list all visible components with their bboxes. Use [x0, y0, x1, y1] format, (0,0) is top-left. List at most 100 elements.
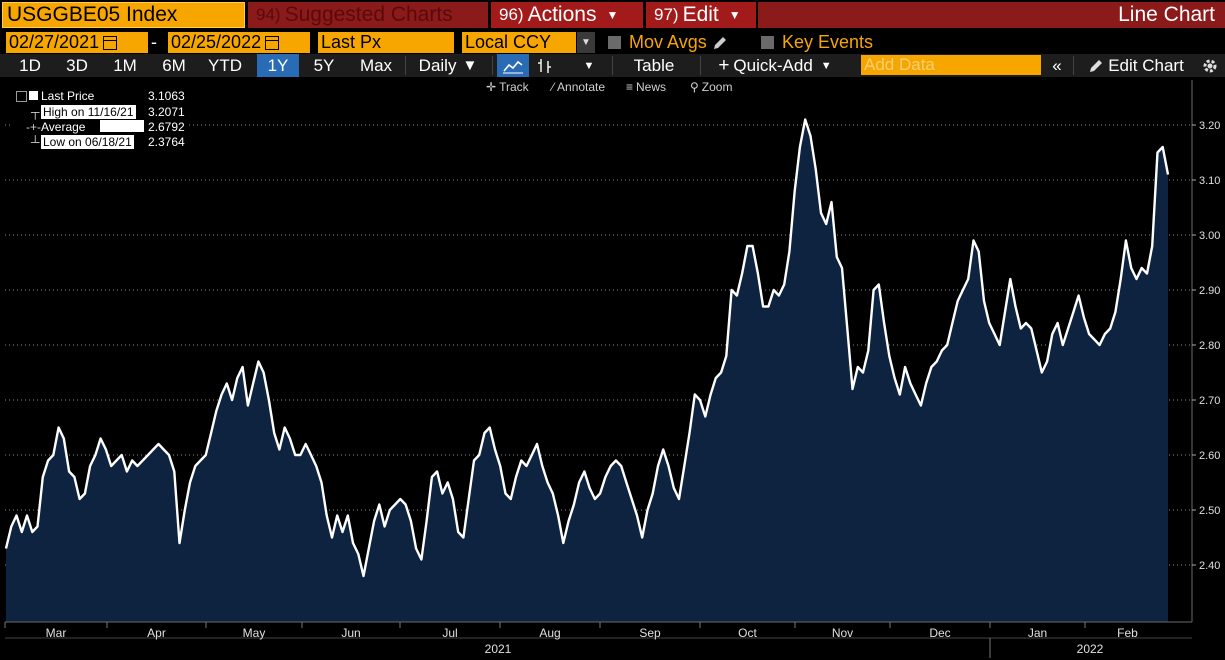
range-max-button[interactable]: Max — [352, 54, 400, 77]
currency-selector[interactable]: Local CCY — [462, 32, 576, 53]
pencil-icon[interactable] — [711, 34, 729, 52]
key-events-checkbox[interactable] — [761, 36, 774, 49]
legend-average-label: Average — [41, 119, 86, 134]
y-tick-label: 2.50 — [1199, 505, 1220, 517]
chart-type-dropdown[interactable]: ▼ — [576, 54, 602, 77]
crosshair-icon: ✛ — [486, 80, 497, 94]
legend-average-value: 2.6792 — [148, 119, 185, 134]
range-6m-button[interactable]: 6M — [154, 54, 194, 77]
legend-average-bar — [100, 120, 144, 132]
legend-swatch — [29, 91, 38, 100]
actions-number: 96) — [499, 5, 524, 24]
collapse-icon[interactable]: « — [1052, 55, 1062, 75]
zoom-label: Zoom — [701, 80, 733, 94]
date-toolbar: 02/27/2021 - 02/25/2022 Last Px Local CC… — [0, 31, 1225, 53]
bar-chart-icon[interactable] — [532, 54, 558, 77]
zoom-icon: ⚲ — [690, 80, 699, 94]
actions-menu[interactable]: 96) Actions ▼ — [491, 2, 643, 28]
line-chart-glyph — [503, 60, 523, 73]
y-tick-label: 2.70 — [1199, 395, 1220, 407]
frequency-dropdown[interactable]: Daily ▼ — [410, 54, 486, 77]
x-tick-label: Mar — [46, 626, 67, 640]
x-tick-label: Feb — [1117, 626, 1138, 640]
x-tick-label: Jun — [341, 626, 360, 640]
range-label: 5Y — [313, 55, 335, 75]
x-tick-label: Nov — [832, 626, 853, 640]
end-date-text: 02/25/2022 — [171, 32, 262, 52]
range-label: 1D — [19, 55, 41, 75]
track-button[interactable]: ✛ Track — [486, 78, 529, 96]
ticker-field[interactable]: USGGBE05 Index — [2, 2, 245, 28]
track-label: Track — [499, 80, 529, 94]
range-label: 1Y — [267, 55, 289, 75]
date-separator: - — [151, 32, 165, 53]
legend-last: Last Price 3.1063 — [12, 88, 188, 103]
legend-last-label: Last Price — [41, 88, 95, 103]
mov-avgs-toggle[interactable]: Mov Avgs — [608, 32, 729, 53]
range-label: YTD — [208, 55, 242, 75]
currency-dropdown-button[interactable]: ▼ — [577, 32, 595, 53]
add-data-input[interactable]: Add Data — [861, 55, 1041, 75]
actions-dropdown-icon: ▼ — [606, 8, 619, 22]
y-axis: 2.40 2.50 2.60 2.70 2.80 2.90 3.00 3.10 3.20 — [1192, 120, 1220, 572]
suggested-number: 94) — [256, 5, 281, 24]
news-button[interactable]: ≡ News — [626, 78, 666, 96]
range-1m-button[interactable]: 1M — [106, 54, 144, 77]
x-tick-label: Aug — [539, 626, 560, 640]
range-label: 6M — [162, 55, 186, 75]
legend-high-label: High on 11/16/21 — [41, 104, 136, 119]
plus-icon: + — [718, 54, 730, 76]
news-label: News — [636, 80, 667, 94]
mov-avgs-label: Mov Avgs — [629, 32, 707, 52]
start-date-field[interactable]: 02/27/2021 — [6, 32, 148, 53]
table-button[interactable]: Table — [618, 54, 690, 77]
series-area — [6, 119, 1168, 622]
legend: Last Price 3.1063 ┬ High on 11/16/21 3.2… — [12, 86, 188, 152]
line-chart-icon[interactable] — [497, 54, 529, 77]
add-data-placeholder: Add Data — [864, 55, 935, 74]
mov-avgs-checkbox[interactable] — [608, 36, 621, 49]
zoom-button[interactable]: ⚲ Zoom — [690, 78, 732, 96]
legend-high-value: 3.2071 — [148, 104, 185, 119]
year-label: 2021 — [485, 642, 512, 656]
chevron-down-icon: ▼ — [583, 59, 595, 72]
range-1d-button[interactable]: 1D — [12, 54, 48, 77]
view-title-text: Line Chart — [1118, 3, 1215, 26]
suggested-label: Suggested Charts — [284, 3, 453, 26]
suggested-charts-button[interactable]: 94) Suggested Charts — [248, 2, 488, 28]
key-events-toggle[interactable]: Key Events — [761, 32, 873, 53]
y-tick-label: 3.10 — [1199, 175, 1220, 187]
legend-last-value: 3.1063 — [148, 88, 185, 103]
edit-number: 97) — [654, 5, 679, 24]
end-date-field[interactable]: 02/25/2022 — [168, 32, 310, 53]
chart-plot[interactable]: 2.40 2.50 2.60 2.70 2.80 2.90 3.00 3.10 3.20 Mar… — [0, 77, 1225, 660]
pencil-icon — [1090, 59, 1103, 72]
x-tick-label: Jul — [442, 626, 457, 640]
annotate-label: Annotate — [557, 80, 606, 94]
gear-icon[interactable] — [1198, 54, 1222, 77]
calendar-icon[interactable] — [265, 35, 280, 50]
chevron-down-icon: ▼ — [577, 32, 595, 53]
range-1y-button[interactable]: 1Y — [257, 54, 299, 77]
start-date-text: 02/27/2021 — [9, 32, 100, 52]
range-5y-button[interactable]: 5Y — [306, 54, 342, 77]
range-3d-button[interactable]: 3D — [58, 54, 96, 77]
y-tick-label: 2.60 — [1199, 450, 1220, 462]
y-tick-label: 3.00 — [1199, 230, 1220, 242]
edit-chart-button[interactable]: Edit Chart — [1078, 54, 1194, 77]
frequency-label: Daily — [418, 55, 457, 75]
date-separator-text: - — [151, 32, 157, 52]
title-bar: USGGBE05 Index 94) Suggested Charts 96) … — [0, 0, 1225, 30]
view-title: Line Chart — [758, 2, 1225, 28]
range-label: 3D — [66, 55, 88, 75]
quick-add-dropdown[interactable]: + Quick-Add ▼ — [708, 54, 842, 77]
range-ytd-button[interactable]: YTD — [202, 54, 248, 77]
field-selector[interactable]: Last Px — [318, 32, 454, 53]
x-tick-label: May — [243, 626, 266, 640]
currency-text: Local CCY — [465, 32, 552, 52]
calendar-icon[interactable] — [103, 35, 118, 50]
edit-chart-label: Edit Chart — [1108, 55, 1184, 75]
edit-menu[interactable]: 97) Edit ▼ — [646, 2, 756, 28]
annotate-button[interactable]: ⁄ Annotate — [552, 78, 605, 96]
actions-label: Actions — [527, 3, 597, 26]
